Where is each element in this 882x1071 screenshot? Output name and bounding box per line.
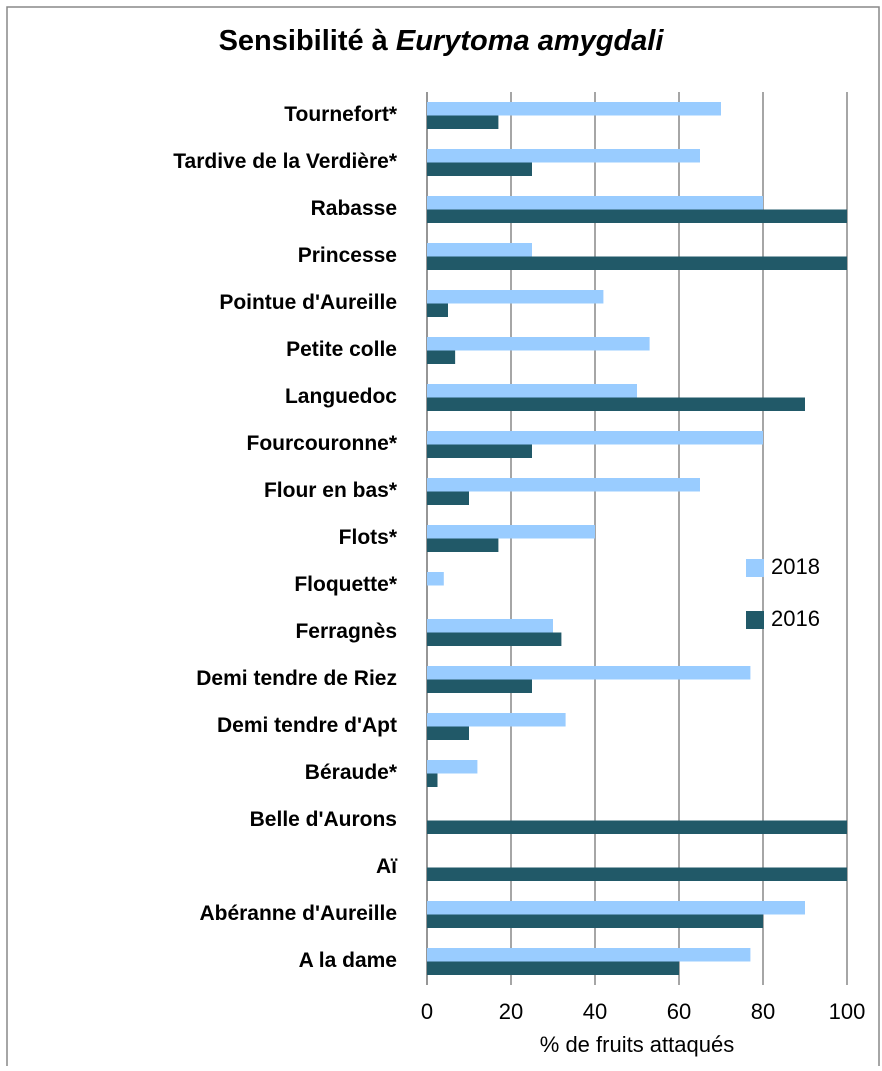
bar [427,196,763,210]
y-tick-label: Tardive de la Verdière* [173,150,398,173]
y-tick-label: Demi tendre d'Apt [217,714,397,737]
bar [427,384,637,398]
bar [427,867,847,881]
bar [427,444,532,458]
y-tick-label: Flots* [339,526,398,549]
x-tick-label: 80 [751,999,775,1024]
bar [427,901,805,915]
y-tick-label: Ferragnès [295,620,397,643]
y-tick-label: Béraude* [305,761,398,784]
bar [427,397,805,411]
bar [427,760,478,774]
bar [427,679,532,693]
bar [427,102,721,116]
chart-title: Sensibilité à Eurytoma amygdali [219,25,665,57]
x-tick-label: 40 [583,999,607,1024]
bar [427,243,532,257]
bar [427,914,763,928]
legend-label: 2018 [771,554,820,579]
bar [427,209,847,223]
bar [427,350,456,364]
y-tick-label: Flour en bas* [264,479,398,502]
y-tick-label: Petite colle [286,338,397,361]
title-part: Eurytoma amygdali [396,25,664,57]
legend-swatch [746,559,764,577]
bar [427,290,604,304]
bar [427,491,469,505]
y-tick-label: Languedoc [285,385,397,408]
y-tick-label: A la dame [299,949,397,972]
bar [427,820,847,834]
y-tick-label: Fourcouronne* [247,432,398,455]
bar [427,538,499,552]
bar [427,162,532,176]
y-tick-label: Tournefort* [284,103,398,126]
bar [427,773,438,787]
x-tick-label: 20 [499,999,523,1024]
bar [427,713,566,727]
bar [427,666,751,680]
y-tick-label: Rabasse [311,197,397,220]
y-tick-label: Abéranne d'Aureille [199,902,397,925]
x-tick-label: 60 [667,999,691,1024]
bar [427,478,700,492]
y-tick-label: Demi tendre de Riez [196,667,397,690]
bar [427,525,595,539]
bar [427,256,847,270]
bar [427,115,499,129]
y-tick-label: Floquette* [294,573,397,596]
legend-swatch [746,611,764,629]
y-tick-label: Princesse [298,244,397,267]
title-part: Sensibilité à [219,25,389,57]
y-tick-label: Belle d'Aurons [250,808,397,831]
x-tick-label: 0 [421,999,433,1024]
bar [427,337,650,351]
bar [427,961,679,975]
bar [427,632,562,646]
legend-label: 2016 [771,606,820,631]
x-tick-label: 100 [829,999,866,1024]
bar [427,726,469,740]
bar [427,149,700,163]
y-tick-label: Aï [376,855,398,878]
bar [427,431,763,445]
bar [427,619,553,633]
bar [427,303,448,317]
bar [427,948,751,962]
x-axis-label: % de fruits attaqués [540,1032,734,1057]
bar [427,572,444,586]
y-tick-label: Pointue d'Aureille [219,291,397,314]
